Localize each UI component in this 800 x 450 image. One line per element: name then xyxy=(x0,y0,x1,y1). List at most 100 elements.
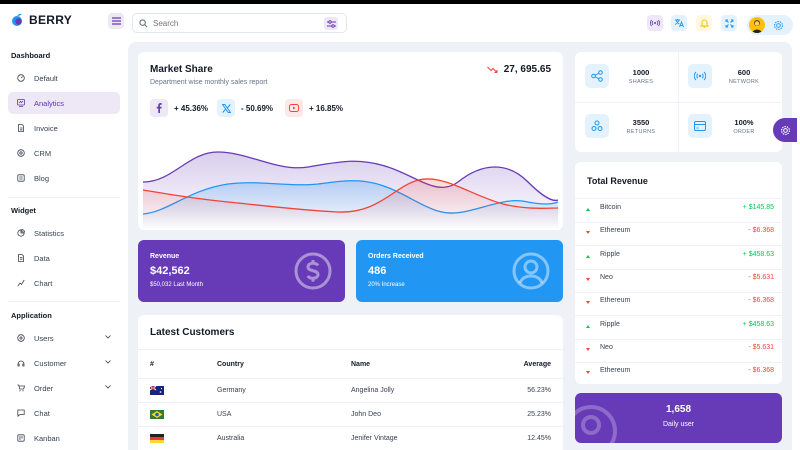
sidebar-group-title: Application xyxy=(11,311,52,320)
total-value: 27, 695.65 xyxy=(503,64,551,75)
stat-value: 3550 xyxy=(632,118,650,127)
sidebar-item-users[interactable]: Users xyxy=(8,327,120,349)
stat-value: - 50.69% xyxy=(241,103,274,113)
gear-icon xyxy=(774,20,783,30)
sidebar-item-analytics[interactable]: Analytics xyxy=(8,92,120,114)
twitter-icon xyxy=(217,99,235,117)
user-circle-icon xyxy=(575,405,617,443)
language-button[interactable] xyxy=(671,15,687,31)
app-window: BERRY Da xyxy=(0,4,800,450)
youtube-icon xyxy=(285,99,303,117)
customer-icon xyxy=(17,359,25,367)
stat-label: SHARES xyxy=(628,79,654,85)
revenue-row-value: - $5.631 xyxy=(748,343,774,351)
series-area-red xyxy=(143,178,558,230)
stat-youtube: + 16.85% xyxy=(285,99,343,117)
kpi-title: Orders Received xyxy=(368,253,424,260)
caret-down-icon xyxy=(586,301,590,305)
sidebar-item-order[interactable]: Order xyxy=(8,377,120,399)
revenue-row-name: Neo xyxy=(600,273,613,281)
revenue-row: Ripple + $458.63 xyxy=(575,247,782,270)
crm-icon xyxy=(17,149,25,157)
sidebar-item-chat[interactable]: Chat xyxy=(8,402,120,424)
divider xyxy=(575,222,782,223)
revenue-row-value: - $5.631 xyxy=(748,273,774,281)
total-revenue-card: Total Revenue Bitcoin + $145.85 Ethereum - … xyxy=(575,162,782,384)
divider xyxy=(678,52,679,152)
divider xyxy=(575,361,782,363)
menu-toggle-button[interactable] xyxy=(108,13,124,29)
notifications-button[interactable] xyxy=(696,15,712,31)
revenue-row-value: + $145.85 xyxy=(742,204,774,211)
daily-user-value: 1,658 xyxy=(665,404,692,415)
sidebar-item-label: Analytics xyxy=(34,98,65,108)
kpi-value: 486 xyxy=(368,265,387,277)
search-input[interactable] xyxy=(153,18,303,28)
sidebar-group-title: Dashboard xyxy=(11,51,51,60)
invoice-icon xyxy=(17,124,25,132)
series-line-blue xyxy=(142,180,559,215)
revenue-row: Ethereum - $6.368 xyxy=(575,293,782,317)
user-circle-icon xyxy=(512,252,550,290)
table-cell-country: Germany xyxy=(217,387,246,394)
revenue-row-value: - $6.368 xyxy=(748,297,774,305)
chevron-down-icon xyxy=(105,385,111,389)
revenue-row-value: + $458.63 xyxy=(742,250,774,258)
stat-label: NETWORK xyxy=(728,79,760,85)
search-box[interactable] xyxy=(132,13,347,33)
table-cell-country: USA xyxy=(217,411,232,418)
users-icon xyxy=(17,334,25,342)
sidebar-item-chart[interactable]: Chart xyxy=(8,272,120,294)
sidebar-item-statistics[interactable]: Statistics xyxy=(8,222,120,244)
table-cell-average: 12.45% xyxy=(527,435,551,442)
stat-label: ORDER xyxy=(733,129,755,135)
sidebar-item-invoice[interactable]: Invoice xyxy=(8,117,120,139)
fullscreen-button[interactable] xyxy=(721,15,737,31)
live-broadcast-button[interactable] xyxy=(647,15,663,31)
column-header: Country xyxy=(217,361,244,368)
table-cell-average: 25.23% xyxy=(527,411,551,418)
order-icon xyxy=(17,384,25,392)
revenue-row: Ethereum - $6.368 xyxy=(575,363,782,384)
divider xyxy=(138,402,563,403)
sidebar-item-label: CRM xyxy=(34,148,52,158)
stat-value: 1000 xyxy=(632,68,650,77)
revenue-row-name: Ethereum xyxy=(600,227,631,235)
divider xyxy=(575,291,782,293)
revenue-card[interactable]: Revenue $42,562 $50,032 Last Month xyxy=(138,240,345,302)
sidebar-item-crm[interactable]: CRM xyxy=(8,142,120,164)
card-subtitle: Department wise monthly sales report xyxy=(150,79,268,86)
main-content: Market Share Department wise monthly sal… xyxy=(128,42,792,450)
card-title: Total Revenue xyxy=(587,176,648,186)
share-icon xyxy=(585,64,609,88)
sidebar-divider xyxy=(8,197,120,198)
divider xyxy=(575,338,782,340)
sidebar-item-kanban[interactable]: Kanban xyxy=(8,427,120,449)
sidebar-item-label: Users xyxy=(34,333,54,343)
returns-icon xyxy=(585,114,609,138)
divider xyxy=(138,378,563,379)
caret-down-icon xyxy=(586,277,590,281)
sidebar-item-default[interactable]: Default xyxy=(8,67,120,89)
stat-label: RETURNS xyxy=(626,129,656,135)
table-cell-name: John Deo xyxy=(351,411,381,418)
market-share-card: Market Share Department wise monthly sal… xyxy=(138,52,563,230)
sidebar-item-label: Order xyxy=(34,383,54,393)
search-filter-button[interactable] xyxy=(324,17,338,30)
sidebar-item-blog[interactable]: Blog xyxy=(8,167,120,189)
sidebar-item-label: Chart xyxy=(34,278,53,288)
revenue-row-value: - $6.368 xyxy=(748,227,774,235)
divider xyxy=(575,245,782,247)
stat-twitter: - 50.69% xyxy=(217,99,273,117)
orders-card[interactable]: Orders Received 486 20% Increase xyxy=(356,240,563,302)
caret-down-icon xyxy=(586,347,590,351)
caret-up-icon xyxy=(586,324,590,328)
kanban-icon xyxy=(17,434,25,442)
sidebar-item-customer[interactable]: Customer xyxy=(8,352,120,374)
settings-fab-button[interactable] xyxy=(773,118,797,142)
caret-up-icon xyxy=(586,254,590,258)
brand-logo[interactable]: BERRY xyxy=(11,13,72,27)
sidebar-item-data[interactable]: Data xyxy=(8,247,120,269)
profile-menu[interactable] xyxy=(747,15,793,35)
network-icon xyxy=(688,64,712,88)
